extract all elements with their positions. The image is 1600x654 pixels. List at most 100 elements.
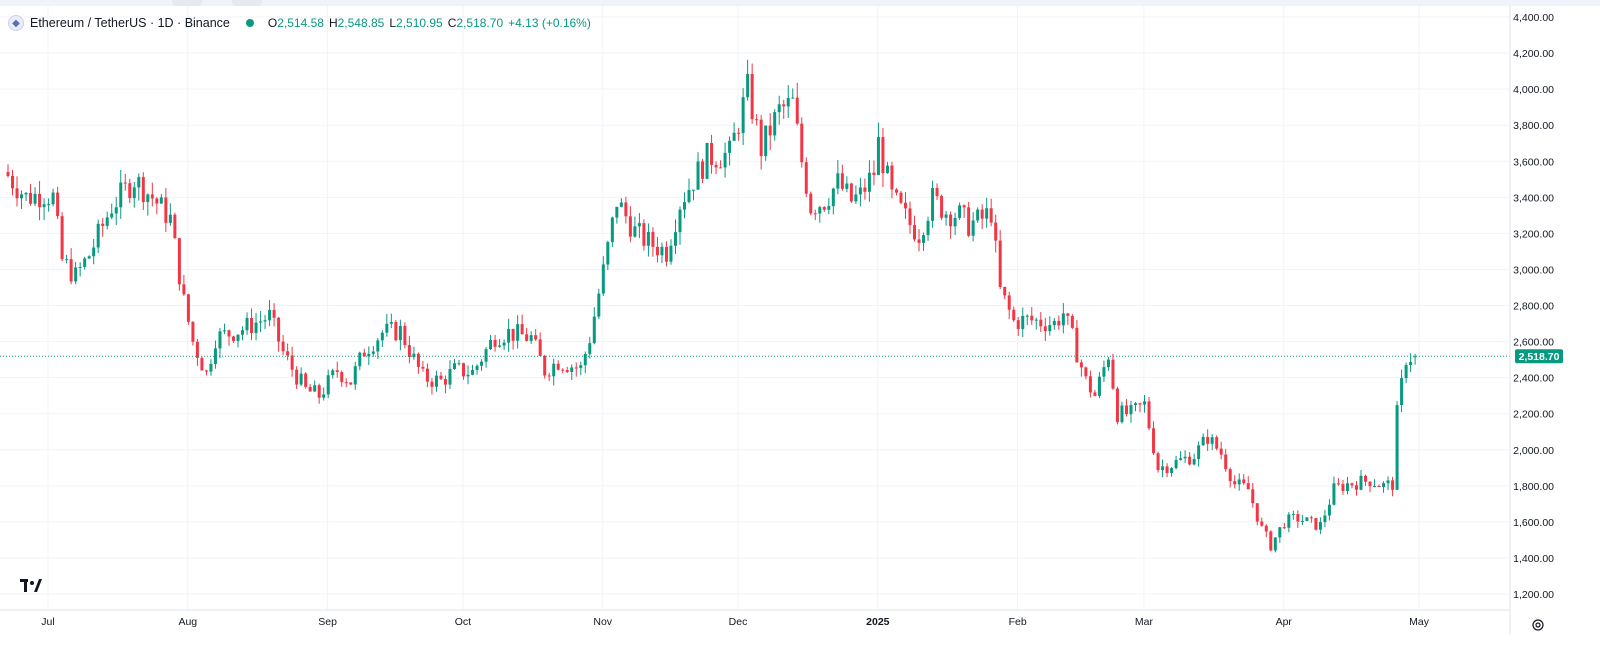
candle-body [786,98,790,107]
candle-body [281,341,285,352]
candle-body [1138,403,1142,405]
candle-body [655,246,659,256]
candle-body [87,256,91,259]
candle-body [967,207,971,236]
candle-body [1025,315,1029,317]
candle-body [899,192,903,203]
candle-body [1332,483,1336,505]
price-tick-label: 3,600.00 [1513,156,1554,168]
candle-body [872,172,876,176]
candle-body [60,216,64,260]
candle-body [885,165,889,174]
candle-body [1242,479,1246,484]
candle-body [1075,327,1079,363]
candle-body [813,213,817,215]
candle-body [903,202,907,209]
candle-body [502,342,506,346]
candle-body [926,220,930,236]
candle-body [191,321,195,342]
candle-body [552,363,556,377]
candle-body [696,161,700,190]
tradingview-logo-icon[interactable] [18,574,44,598]
candle-body [831,188,835,207]
candle-body [773,112,777,136]
toolbar-tab[interactable] [232,0,262,6]
candle-body [186,294,190,322]
candle-body [881,137,885,174]
time-tick-label: Mar [1135,616,1154,628]
top-toolbar-strip [0,0,1600,6]
candle-body [123,182,127,184]
candle-body [840,173,844,189]
candle-body [462,363,466,377]
time-tick-label: Feb [1009,616,1027,628]
chart-legend: ◆ Ethereum / TetherUS · 1D · Binance O2,… [8,13,591,33]
candle-body [177,238,181,285]
candle-body [1147,401,1151,429]
candle-body [1224,454,1228,470]
candle-body [1102,367,1106,377]
candle-body [466,374,470,377]
candle-body [376,340,380,352]
candle-body [867,172,871,192]
candle-body [308,386,312,392]
candle-body [489,339,493,350]
candle-body [732,132,736,141]
candle-body [985,208,989,219]
candle-body [398,325,402,341]
candle-body [1016,320,1020,330]
toolbar-tab[interactable] [172,0,202,6]
candle-body [380,332,384,341]
candle-body [1345,483,1349,491]
candle-body [1278,527,1282,538]
candle-body [1183,456,1187,459]
candle-body [1314,518,1318,530]
time-tick-label: Sep [318,616,337,628]
candle-body [1188,456,1192,465]
candle-body [1165,466,1169,474]
candle-body [610,217,614,243]
candle-body [1359,475,1363,490]
candle-body [646,232,650,246]
candle-body [326,375,330,395]
candle-body [213,348,217,364]
candle-body [1111,359,1115,389]
candle-body [448,369,452,385]
candle-body [471,369,475,375]
symbol-title[interactable]: Ethereum / TetherUS · 1D · Binance [30,16,230,30]
candle-body [890,165,894,190]
candle-body [619,202,623,207]
candle-body [1043,326,1047,332]
candle-body [416,353,420,367]
candle-body [1386,480,1390,484]
price-tick-label: 4,200.00 [1513,48,1554,60]
candle-body [1350,483,1354,486]
candle-body [597,293,601,317]
candle-body [277,317,281,342]
candle-body [1400,378,1404,406]
candle-body [1255,503,1259,522]
candle-body [1296,514,1300,522]
candle-body [1057,320,1061,326]
candle-body [994,222,998,241]
candle-body [525,334,529,341]
candle-body [728,140,732,153]
candle-body [1106,359,1110,368]
candle-body [804,162,808,194]
candle-body [1269,531,1273,551]
candle-body [42,204,46,208]
candle-body [322,394,326,398]
price-axis-bg[interactable] [1510,6,1600,654]
candle-body [69,259,73,282]
candle-body [507,328,511,343]
candle-body [412,353,416,358]
candle-body [1084,367,1088,377]
settings-gear-icon[interactable] [1528,615,1548,635]
candle-body [141,177,145,203]
candle-body [480,361,484,366]
candle-body [1413,356,1417,358]
candle-body [304,373,308,387]
candle-body [759,119,763,157]
